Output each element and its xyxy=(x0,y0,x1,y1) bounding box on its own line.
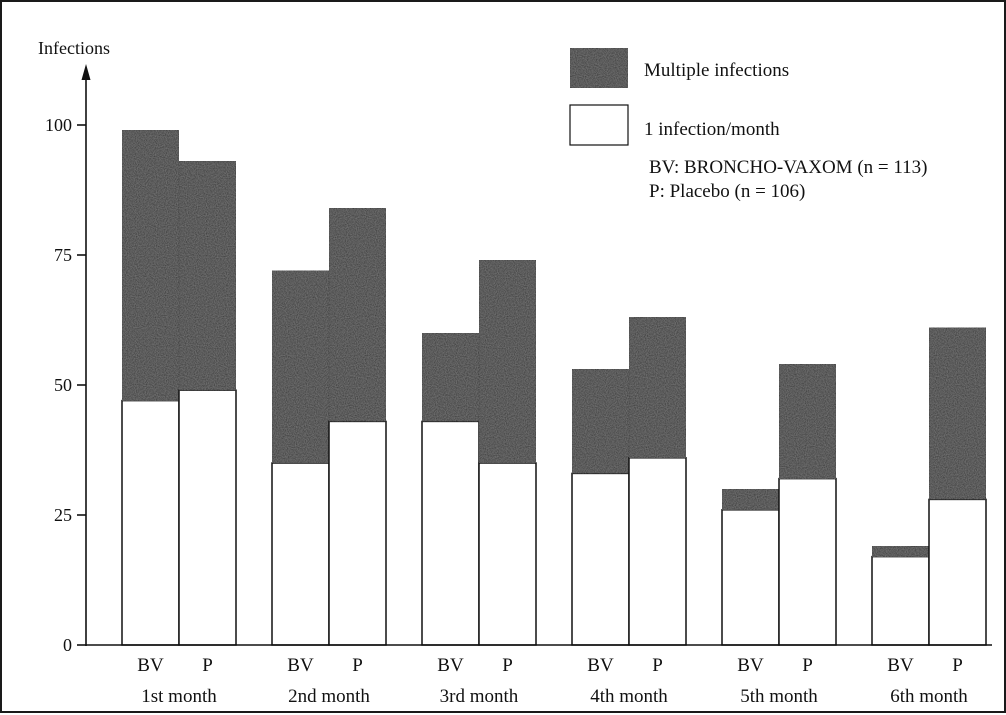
bar-multiple-p-3 xyxy=(478,259,537,464)
legend-note-p: P: Placebo (n = 106) xyxy=(649,181,805,202)
group-label: 2nd month xyxy=(288,686,370,707)
bar-single-bv-4 xyxy=(571,472,630,646)
bar-multiple-p-4 xyxy=(628,316,687,459)
y-tick-label: 75 xyxy=(54,245,72,265)
y-tick-label: 50 xyxy=(54,375,72,395)
bar-label: BV xyxy=(587,655,614,676)
bar-label: P xyxy=(652,655,663,676)
bar-multiple-bv-3 xyxy=(421,332,480,423)
bar-label: BV xyxy=(887,655,914,676)
bar-label: P xyxy=(502,655,513,676)
legend-swatch-single xyxy=(569,104,629,146)
y-tick-label: 25 xyxy=(54,505,72,525)
y-axis-title: Infections xyxy=(38,38,110,58)
x-labels: BV P 1st month BV P 2nd month BV P 3rd month BV P 4… xyxy=(137,655,968,707)
y-tick-label: 0 xyxy=(63,635,72,655)
bar-label: P xyxy=(352,655,363,676)
legend-note-bv: BV: BRONCHO-VAXOM (n = 113) xyxy=(649,157,928,178)
bar-single-bv-5 xyxy=(721,509,780,646)
bar-single-bv-2 xyxy=(271,462,330,646)
bar-single-p-5 xyxy=(778,477,837,646)
bars-layer xyxy=(121,129,987,646)
bar-single-p-6 xyxy=(928,498,987,646)
legend-label-multiple: Multiple infections xyxy=(644,60,789,81)
bar-single-p-1 xyxy=(178,389,237,646)
bar-multiple-bv-1 xyxy=(121,129,180,402)
bar-label: BV xyxy=(137,655,164,676)
legend: Multiple infections 1 infection/month BV… xyxy=(569,47,928,202)
bar-multiple-p-1 xyxy=(178,160,237,391)
bar-label: BV xyxy=(437,655,464,676)
bar-multiple-bv-6 xyxy=(871,545,930,558)
bar-single-p-3 xyxy=(478,462,537,646)
bar-multiple-bv-2 xyxy=(271,269,330,464)
axes-layer: Infections xyxy=(38,38,992,646)
y-ticks: 0 25 50 75 100 xyxy=(45,115,86,655)
bar-single-p-2 xyxy=(328,420,387,646)
group-label: 1st month xyxy=(141,686,217,707)
bar-multiple-p-6 xyxy=(928,327,987,501)
legend-swatch-multiple xyxy=(569,47,629,89)
bar-single-bv-3 xyxy=(421,420,480,646)
bar-multiple-bv-5 xyxy=(721,488,780,511)
group-label: 6th month xyxy=(890,686,968,707)
group-label: 4th month xyxy=(590,686,668,707)
bar-label: BV xyxy=(737,655,764,676)
bar-label: BV xyxy=(287,655,314,676)
bar-single-p-4 xyxy=(628,457,687,646)
group-label: 5th month xyxy=(740,686,818,707)
y-axis-arrow xyxy=(81,64,91,80)
bar-label: P xyxy=(952,655,963,676)
bar-label: P xyxy=(202,655,213,676)
bar-single-bv-1 xyxy=(121,399,180,646)
bar-multiple-bv-4 xyxy=(571,368,630,475)
bar-multiple-p-2 xyxy=(328,207,387,423)
bar-multiple-p-5 xyxy=(778,363,837,480)
bar-label: P xyxy=(802,655,813,676)
bar-single-bv-6 xyxy=(871,555,930,646)
legend-label-single: 1 infection/month xyxy=(644,119,780,140)
group-label: 3rd month xyxy=(440,686,519,707)
y-tick-label: 100 xyxy=(45,115,72,135)
